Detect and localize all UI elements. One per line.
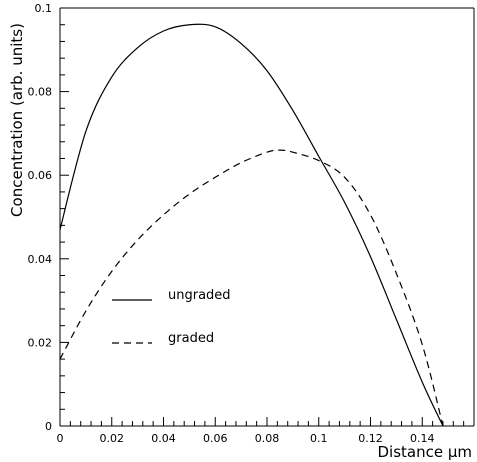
y-tick-label: 0.02: [28, 336, 53, 349]
series-layer: [59, 23, 444, 427]
x-tick-label: 0.14: [410, 432, 435, 445]
legend-label-ungraded: ungraded: [168, 288, 231, 303]
x-tick-label: 0.02: [100, 432, 125, 445]
legend-label-graded: graded: [168, 331, 214, 346]
y-axis-title: Concentration (arb. units): [8, 23, 26, 217]
x-tick-label: 0.04: [151, 432, 176, 445]
y-tick-label: 0.08: [28, 86, 53, 99]
series-line-ungraded: [59, 23, 444, 427]
x-axis-title: Distance μm: [377, 443, 472, 461]
y-tick-label: 0.1: [35, 2, 53, 15]
x-tick-label: 0: [57, 432, 64, 445]
y-tick-label: 0.04: [28, 253, 53, 266]
x-tick-label: 0.08: [255, 432, 280, 445]
legend: ungraded graded: [112, 288, 231, 346]
x-tick-label: 0.1: [310, 432, 328, 445]
y-tick-label: 0.06: [28, 169, 53, 182]
x-tick-label: 0.12: [358, 432, 383, 445]
y-tick-label: 0: [45, 420, 52, 433]
y-axis-ticks: 0 0.02 0.04 0.06 0.08 0.1: [28, 2, 69, 433]
x-tick-label: 0.06: [203, 432, 228, 445]
series-line-graded: [59, 149, 444, 427]
x-axis-ticks: 0 0.02 0.04 0.06 0.08 0.1 0.12 0.14: [57, 417, 475, 445]
